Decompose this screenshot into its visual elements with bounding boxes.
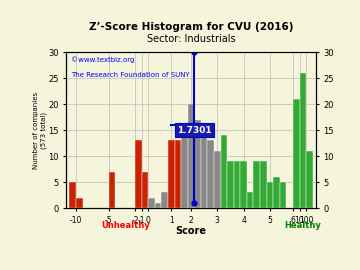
Bar [181,135,188,208]
Bar [148,198,155,208]
Bar [240,161,247,208]
Bar [69,182,76,208]
Bar [280,182,286,208]
Bar [267,182,273,208]
Bar [293,99,300,208]
Bar [227,161,234,208]
Text: 1.7301: 1.7301 [177,126,212,134]
Bar [162,193,168,208]
Text: ©www.textbiz.org: ©www.textbiz.org [71,57,135,63]
Bar [247,193,253,208]
X-axis label: Score: Score [176,226,207,236]
Bar [168,140,175,208]
Bar [234,161,240,208]
Text: Healthy: Healthy [284,221,321,229]
Bar [300,73,306,208]
Bar [188,104,194,208]
Y-axis label: Number of companies
(573 total): Number of companies (573 total) [33,92,46,168]
Bar [109,172,116,208]
Bar [201,135,207,208]
Text: Z’-Score Histogram for CVU (2016): Z’-Score Histogram for CVU (2016) [89,22,293,32]
Bar [194,120,201,208]
Bar [76,198,82,208]
Bar [260,161,267,208]
Bar [207,140,214,208]
Bar [306,151,312,208]
Bar [142,172,148,208]
Bar [135,140,142,208]
Bar [253,161,260,208]
Bar [214,151,221,208]
Bar [175,140,181,208]
Bar [273,177,280,208]
Text: Unhealthy: Unhealthy [101,221,150,229]
Bar [221,135,227,208]
Text: The Research Foundation of SUNY: The Research Foundation of SUNY [71,72,190,78]
Text: Sector: Industrials: Sector: Industrials [147,34,235,44]
Bar [155,203,162,208]
